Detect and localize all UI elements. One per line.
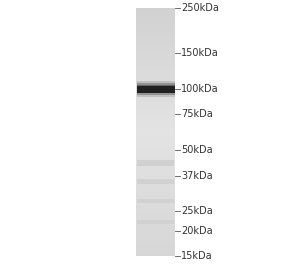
Text: 37kDa: 37kDa (181, 171, 213, 181)
Text: 250kDa: 250kDa (181, 3, 219, 13)
Text: 15kDa: 15kDa (181, 251, 213, 261)
Text: 50kDa: 50kDa (181, 145, 213, 155)
Text: 150kDa: 150kDa (181, 48, 219, 58)
Text: 100kDa: 100kDa (181, 84, 219, 94)
Text: 25kDa: 25kDa (181, 206, 213, 216)
Text: 20kDa: 20kDa (181, 226, 213, 236)
Text: 75kDa: 75kDa (181, 109, 213, 119)
